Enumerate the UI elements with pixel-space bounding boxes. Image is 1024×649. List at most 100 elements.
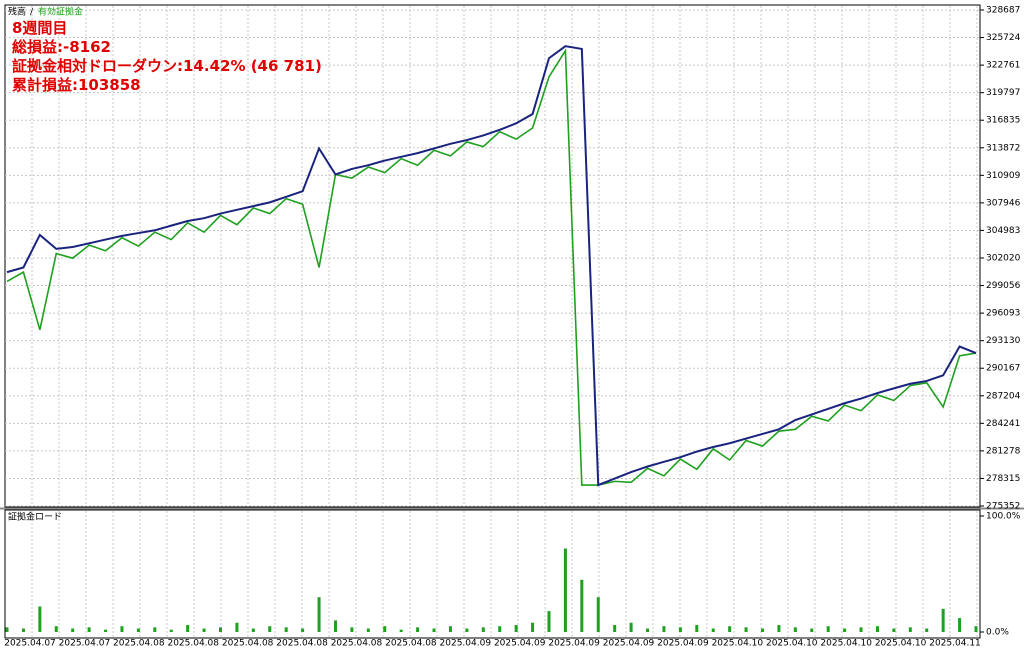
x-tick-label: 2025.04.08 bbox=[385, 639, 437, 649]
y-tick-label: 290167 bbox=[986, 364, 1020, 374]
main-frame bbox=[4, 4, 981, 508]
load-bar bbox=[531, 622, 535, 632]
load-bar bbox=[974, 626, 978, 632]
load-bar bbox=[219, 627, 223, 632]
x-tick-label: 2025.04.07 bbox=[59, 639, 111, 649]
load-bar bbox=[202, 628, 206, 632]
load-bar bbox=[925, 628, 929, 632]
y-tick-label: 307946 bbox=[986, 198, 1021, 208]
x-tick-label: 2025.04.09 bbox=[548, 639, 600, 649]
y-tick-label: 325724 bbox=[986, 33, 1021, 43]
legend-balance: 残高 bbox=[8, 6, 26, 18]
x-tick-label: 2025.04.08 bbox=[113, 639, 165, 649]
y-tick-label: 281278 bbox=[986, 446, 1021, 456]
load-bar bbox=[613, 625, 617, 632]
load-bar bbox=[908, 627, 912, 632]
y-tick-label: 304983 bbox=[986, 226, 1020, 236]
y-tick-label: 275352 bbox=[986, 502, 1020, 512]
load-bar bbox=[21, 628, 25, 632]
load-bar bbox=[71, 628, 75, 632]
load-bar bbox=[251, 628, 255, 632]
y-tick-label: 310909 bbox=[986, 171, 1021, 181]
load-bar bbox=[350, 627, 354, 632]
load-bar bbox=[416, 627, 420, 632]
load-bar bbox=[514, 625, 518, 632]
y-tick-label: 328687 bbox=[986, 6, 1020, 16]
x-tick-label: 2025.04.09 bbox=[603, 639, 655, 649]
load-bar bbox=[662, 626, 666, 632]
legend-sep: / bbox=[30, 8, 34, 18]
load-bar bbox=[859, 627, 863, 632]
load-bar bbox=[465, 628, 469, 632]
load-bar bbox=[810, 628, 814, 632]
load-bar bbox=[826, 626, 830, 632]
y-tick-label: 100.0% bbox=[986, 512, 1021, 522]
load-bar bbox=[54, 626, 58, 632]
load-bar bbox=[432, 628, 436, 632]
load-bar bbox=[646, 628, 650, 632]
y-tick-label: 287204 bbox=[986, 391, 1021, 401]
load-bar bbox=[875, 626, 879, 632]
x-tick-label: 2025.04.08 bbox=[167, 639, 219, 649]
load-bar bbox=[38, 606, 42, 632]
load-bar bbox=[695, 625, 699, 632]
load-bar bbox=[843, 628, 847, 632]
legend-equity: 有効証拠金 bbox=[38, 6, 83, 18]
load-bar bbox=[498, 626, 502, 632]
load-bar bbox=[5, 627, 9, 632]
load-bar bbox=[153, 627, 157, 632]
load-bar bbox=[563, 548, 567, 632]
x-tick-label: 2025.04.09 bbox=[494, 639, 546, 649]
load-bar bbox=[958, 618, 962, 632]
load-bar bbox=[448, 626, 452, 632]
load-bar bbox=[892, 628, 896, 632]
x-tick-label: 2025.04.09 bbox=[657, 639, 709, 649]
y-tick-label: 319797 bbox=[986, 88, 1020, 98]
y-tick-label: 278315 bbox=[986, 474, 1020, 484]
x-tick-label: 2025.04.10 bbox=[875, 639, 927, 649]
load-bar bbox=[760, 628, 764, 632]
load-bar bbox=[580, 579, 584, 632]
load-bar bbox=[383, 626, 387, 632]
annotation: 8週間目 bbox=[12, 19, 67, 37]
load-bar bbox=[711, 628, 715, 632]
load-bar bbox=[317, 597, 321, 632]
y-tick-label: 299056 bbox=[986, 281, 1021, 291]
load-title: 証拠金ロード bbox=[8, 511, 62, 523]
load-bar bbox=[547, 611, 551, 632]
load-bar bbox=[777, 625, 781, 632]
annotation: 総損益:-8162 bbox=[12, 38, 111, 56]
load-bar bbox=[87, 627, 91, 632]
load-bar bbox=[728, 626, 732, 632]
load-bar bbox=[120, 626, 124, 632]
load-bar bbox=[104, 629, 108, 632]
load-bar bbox=[744, 627, 748, 632]
y-tick-label: 302020 bbox=[986, 253, 1021, 263]
x-tick-label: 2025.04.10 bbox=[766, 639, 818, 649]
x-tick-label: 2025.04.10 bbox=[820, 639, 872, 649]
y-tick-label: 322761 bbox=[986, 61, 1020, 71]
load-bar bbox=[333, 620, 337, 632]
series-line bbox=[6, 48, 977, 486]
y-tick-label: 284241 bbox=[986, 419, 1020, 429]
load-bar bbox=[136, 628, 140, 632]
load-bar bbox=[399, 629, 403, 632]
load-bar bbox=[235, 622, 239, 632]
x-tick-label: 2025.04.10 bbox=[712, 639, 764, 649]
series-line bbox=[6, 45, 977, 487]
load-bar bbox=[301, 628, 305, 632]
load-bar bbox=[169, 629, 173, 632]
y-tick-label: 296093 bbox=[986, 309, 1020, 319]
load-bar bbox=[284, 627, 288, 632]
x-tick-label: 2025.04.08 bbox=[222, 639, 274, 649]
load-bar bbox=[366, 628, 370, 632]
x-tick-label: 2025.04.09 bbox=[440, 639, 492, 649]
load-bar bbox=[629, 622, 633, 632]
load-bar bbox=[186, 625, 190, 632]
y-tick-label: 293130 bbox=[986, 336, 1021, 346]
annotation: 累計損益:103858 bbox=[12, 76, 141, 94]
y-tick-label: 313872 bbox=[986, 143, 1020, 153]
load-bar bbox=[596, 597, 600, 632]
y-tick-label: 0.0% bbox=[986, 628, 1009, 638]
